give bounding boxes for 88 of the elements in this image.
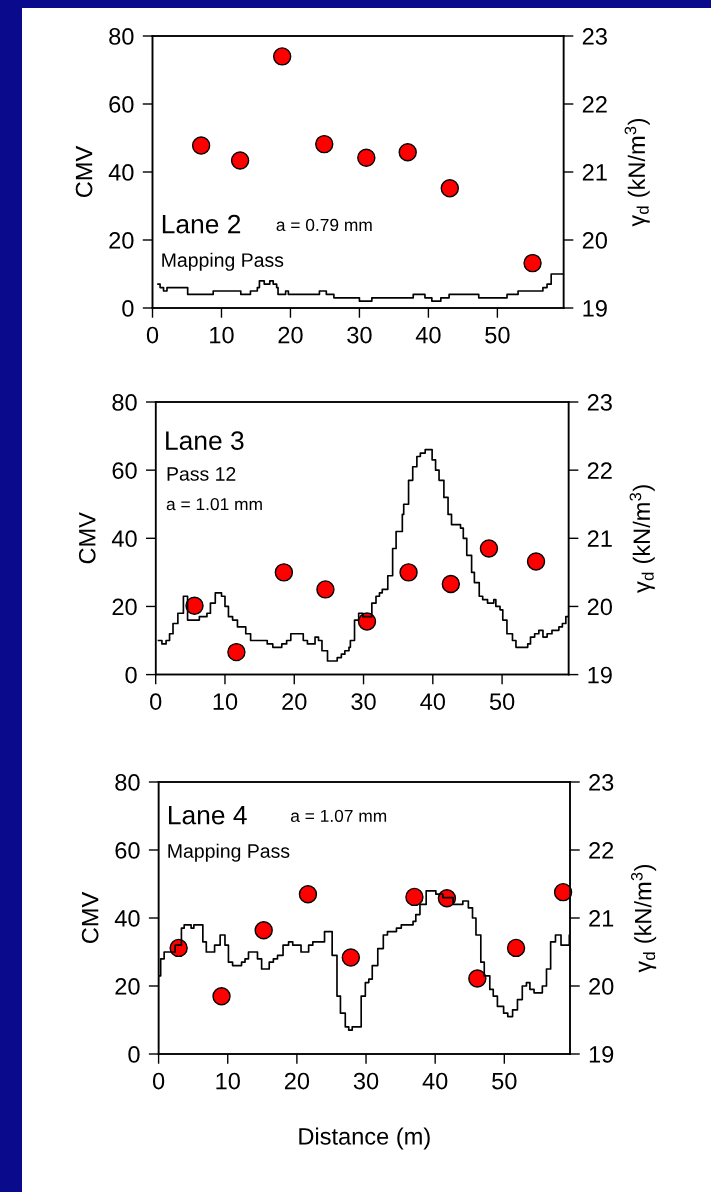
y2-tick-label: 22 bbox=[587, 462, 612, 479]
point bbox=[405, 887, 424, 907]
y-axis-title: CMV bbox=[75, 145, 93, 198]
point bbox=[316, 580, 335, 599]
y-tick-label: 60 bbox=[112, 462, 137, 479]
y-tick-label: 80 bbox=[115, 774, 140, 791]
y-tick-label: 0 bbox=[122, 300, 134, 317]
annotation: Mapping Pass bbox=[168, 843, 290, 862]
y-tick-label: 80 bbox=[109, 28, 134, 45]
y2-tick-label: 22 bbox=[589, 842, 614, 859]
y2-tick-label: 20 bbox=[582, 232, 607, 249]
x-tick-label: 10 bbox=[216, 1072, 240, 1090]
x-tick-label: 40 bbox=[415, 326, 441, 344]
x-tick-label: 20 bbox=[284, 1072, 310, 1090]
y2-tick-label: 21 bbox=[589, 910, 614, 927]
x-tick-label: 20 bbox=[278, 326, 303, 344]
point bbox=[298, 884, 318, 904]
point bbox=[526, 552, 546, 571]
y2-tick-label: 21 bbox=[587, 530, 612, 547]
point bbox=[212, 986, 231, 1006]
x-axis-title: Distance (m) bbox=[299, 1127, 430, 1150]
y-tick-label: 0 bbox=[125, 666, 137, 684]
y-axis-title: CMV bbox=[81, 891, 99, 944]
point bbox=[272, 47, 292, 66]
y-tick-label: 0 bbox=[128, 1046, 140, 1063]
point bbox=[523, 253, 542, 273]
annotation: a = 1.01 mm bbox=[166, 497, 262, 511]
x-tick-label: 30 bbox=[347, 326, 372, 344]
point bbox=[441, 574, 461, 594]
y2-tick-label: 22 bbox=[582, 96, 607, 113]
y-tick-label: 40 bbox=[111, 530, 137, 548]
point bbox=[440, 179, 459, 198]
point bbox=[399, 563, 418, 582]
x-tick-label: 50 bbox=[485, 326, 510, 344]
y-axis-title: CMV bbox=[78, 512, 96, 564]
x-tick-label: 10 bbox=[210, 326, 234, 344]
x-tick-label: 0 bbox=[150, 693, 162, 710]
y-tick-label: 20 bbox=[112, 598, 137, 616]
point bbox=[468, 969, 487, 988]
point bbox=[227, 642, 246, 662]
y-tick-label: 40 bbox=[108, 164, 134, 181]
x-tick-label: 30 bbox=[353, 1072, 379, 1090]
x-tick-label: 40 bbox=[422, 1072, 448, 1090]
y2-axis-title: γ$_{d}$ (kN/m$^{3}$) bbox=[624, 118, 650, 227]
y2-tick-label: 23 bbox=[582, 28, 607, 45]
y2-tick-label: 19 bbox=[588, 666, 612, 684]
point bbox=[506, 938, 526, 958]
annotation: a = 0.79 mm bbox=[276, 218, 372, 232]
x-tick-label: 50 bbox=[489, 693, 515, 710]
point bbox=[357, 148, 376, 167]
y2-tick-label: 23 bbox=[589, 774, 614, 791]
point bbox=[185, 596, 204, 615]
point bbox=[341, 948, 361, 967]
point bbox=[553, 882, 573, 902]
point bbox=[398, 143, 417, 162]
y2-tick-label: 20 bbox=[589, 978, 614, 995]
point bbox=[191, 136, 211, 155]
y2-tick-label: 19 bbox=[589, 1046, 614, 1063]
y-tick-label: 60 bbox=[115, 842, 140, 859]
y-tick-label: 20 bbox=[109, 232, 134, 249]
y2-tick-label: 23 bbox=[587, 394, 612, 411]
y2-axis-title: γ$_{d}$ (kN/m$^{3}$) bbox=[630, 864, 657, 973]
y-tick-label: 40 bbox=[114, 910, 140, 927]
y-tick-label: 20 bbox=[115, 978, 140, 995]
x-tick-label: 30 bbox=[351, 693, 376, 710]
point bbox=[274, 563, 294, 582]
point bbox=[315, 134, 334, 154]
x-tick-label: 40 bbox=[420, 693, 446, 710]
y2-tick-label: 20 bbox=[587, 598, 612, 616]
x-tick-label: 0 bbox=[152, 1072, 165, 1090]
annotation: a = 1.07 mm bbox=[290, 809, 387, 823]
x-tick-label: 50 bbox=[492, 1072, 517, 1090]
x-tick-label: 20 bbox=[282, 693, 307, 710]
point bbox=[230, 151, 250, 170]
point bbox=[479, 539, 499, 558]
annotation: Mapping Pass bbox=[162, 252, 284, 271]
x-tick-label: 0 bbox=[146, 326, 159, 344]
x-tick-label: 10 bbox=[213, 693, 238, 710]
y2-tick-label: 19 bbox=[583, 300, 607, 317]
y-tick-label: 80 bbox=[112, 394, 137, 411]
annotation: Lane 3 bbox=[166, 431, 244, 450]
point bbox=[254, 921, 273, 940]
annotation: Lane 2 bbox=[162, 214, 241, 234]
annotation: Lane 4 bbox=[168, 806, 247, 825]
annotation: Pass 12 bbox=[167, 467, 236, 481]
y2-tick-label: 21 bbox=[582, 164, 607, 181]
y2-axis-title: γ$_{d}$ (kN/m$^{3}$) bbox=[629, 485, 655, 593]
y-tick-label: 60 bbox=[109, 96, 134, 113]
